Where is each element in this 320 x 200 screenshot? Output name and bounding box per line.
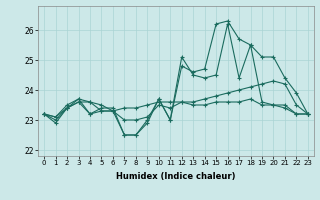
X-axis label: Humidex (Indice chaleur): Humidex (Indice chaleur) xyxy=(116,172,236,181)
